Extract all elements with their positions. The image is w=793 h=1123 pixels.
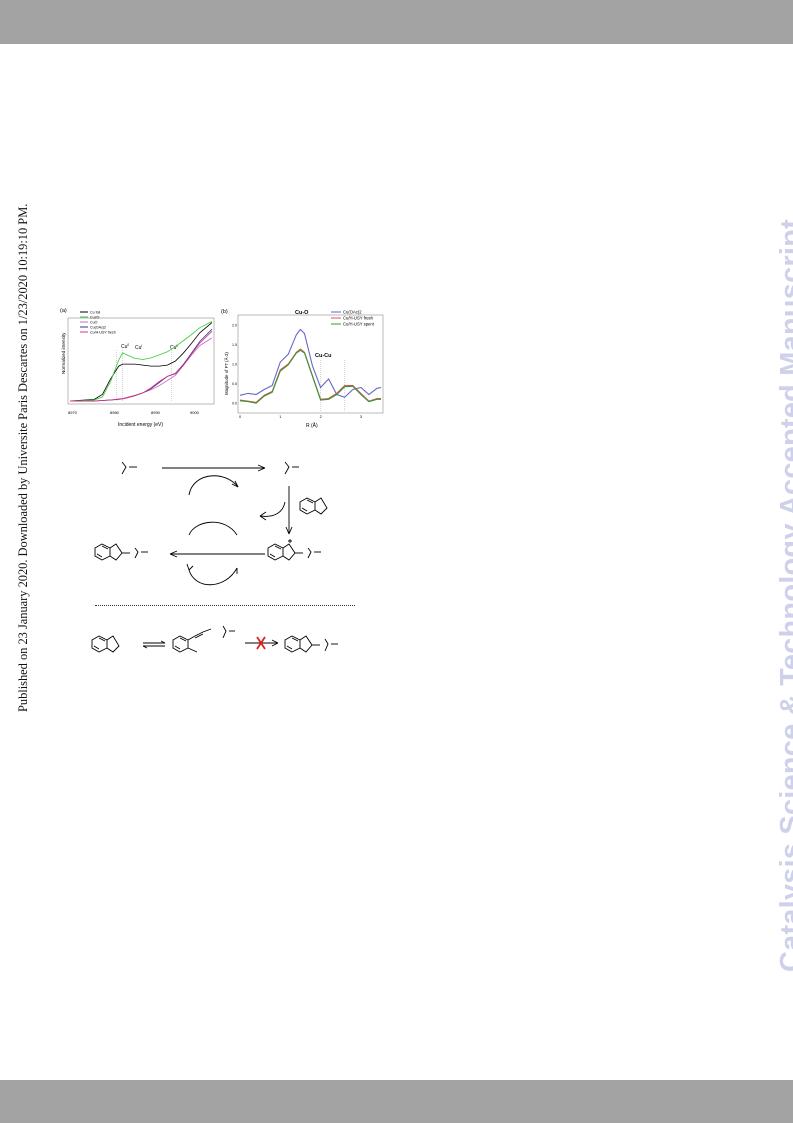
figure-b-ylabel: Magnitude of FT (Å-3) xyxy=(224,352,229,395)
figure-b-ytick-1: 0.5 xyxy=(232,382,237,386)
figure-a-legend-label-2: CuO xyxy=(90,321,98,325)
figure-a-xanes: (a) Normalized intensity Cu foil Cu2O CuO C… xyxy=(58,302,218,430)
dotted-separator xyxy=(95,605,355,606)
figure-b-ytick-2: 1.0 xyxy=(232,363,237,367)
figure-a-legend-label-1: Cu2O xyxy=(90,316,100,320)
open-chain-structure xyxy=(172,625,235,653)
indole-structure-left xyxy=(91,635,120,653)
figure-b-series-line-0 xyxy=(239,328,382,398)
figure-b-legend-label-2: Cu/H-USY spent xyxy=(343,322,375,327)
watermark-accepted-manuscript: Catalysis Science & Technology Accepted … xyxy=(775,219,793,972)
figure-b-legend-label-0: Cu(OAc)2 xyxy=(343,310,362,315)
figure-a-xtick-1: 8980 xyxy=(110,410,120,415)
figure-b-xtick-2: 2 xyxy=(320,415,322,419)
peak-label-cu-o: Cu-O xyxy=(295,310,309,316)
publication-note: Published on 23 January 2020. Downloaded… xyxy=(16,203,30,712)
figure-a-series-line-0 xyxy=(69,322,213,402)
figure-b-svg: (b) Magnitude of FT (Å-3) Cu-O Cu-Cu Cu(… xyxy=(221,309,384,429)
figure-a-xtick-2: 8990 xyxy=(151,410,161,415)
page-footer-band xyxy=(0,1080,793,1123)
annotation-cu1: CuI xyxy=(135,344,142,351)
figure-b-xtick-1: 1 xyxy=(279,415,281,419)
figure-a-legend-label-4: Cu/H-USY fresh xyxy=(90,331,116,335)
figure-b-xtick-0: 0 xyxy=(239,415,241,419)
figure-a-xlabel: Incident energy (eV) xyxy=(118,422,163,428)
figure-b-plot-area xyxy=(239,328,382,411)
figure-a-svg: (a) Normalized intensity Cu foilCu2OCuOC… xyxy=(60,308,215,428)
intermediate-structure-right xyxy=(267,543,321,561)
figure-a-xtick-3: 9000 xyxy=(190,410,200,415)
product-structure-left xyxy=(94,543,148,561)
figure-a-legend-label-3: Cu(OAc)2 xyxy=(90,326,106,330)
catalytic-cycle-scheme xyxy=(85,450,365,590)
figure-b-series-line-2 xyxy=(239,349,381,404)
figure-a-xtick-0: 8970 xyxy=(68,410,78,415)
figure-b-ytick-0: 0.0 xyxy=(232,402,237,406)
equilibrium-scheme xyxy=(85,620,355,670)
figure-a-plot-area xyxy=(69,321,213,402)
figure-a-panel-label: (a) xyxy=(60,308,67,314)
figure-b-ytick-4: 2.0 xyxy=(232,323,237,327)
figure-b-yticks: 0.0 0.5 1.0 1.5 2.0 xyxy=(232,323,237,405)
fragment-top-left xyxy=(121,461,127,475)
figure-b-xlabel: R (Å) xyxy=(306,422,318,429)
figure-b-panel-label: (b) xyxy=(221,309,228,315)
catalytic-cycle-svg xyxy=(94,461,328,586)
figure-b-xticks: 0 1 2 3 xyxy=(239,415,362,419)
peak-label-cu-cu: Cu-Cu xyxy=(315,353,332,359)
figure-a-ylabel: Normalized intensity xyxy=(61,332,66,374)
cycle-arc-top xyxy=(188,475,239,496)
figure-b-ytick-3: 1.5 xyxy=(232,343,237,347)
figure-b-legend-label-1: Cu/H-USY fresh xyxy=(343,316,374,321)
equilibrium-arrows xyxy=(143,642,165,647)
figure-a-legend-label-0: Cu foil xyxy=(90,311,100,315)
figure-b-exafs: (b) Magnitude of FT (Å-3) Cu-O Cu-Cu Cu(… xyxy=(218,305,388,430)
figure-a-series-line-1 xyxy=(69,321,213,402)
product-structure-bottom xyxy=(284,635,338,653)
figure-a-series-line-4 xyxy=(70,331,213,402)
cycle-arc-middle xyxy=(188,521,238,536)
page-header-band xyxy=(0,0,793,44)
figure-b-xtick-3: 3 xyxy=(360,415,362,419)
annotation-cu0: Cu0 xyxy=(121,343,129,350)
indole-structure-right xyxy=(299,497,328,515)
equilibrium-svg xyxy=(91,625,338,653)
red-cross-icon xyxy=(256,636,266,650)
